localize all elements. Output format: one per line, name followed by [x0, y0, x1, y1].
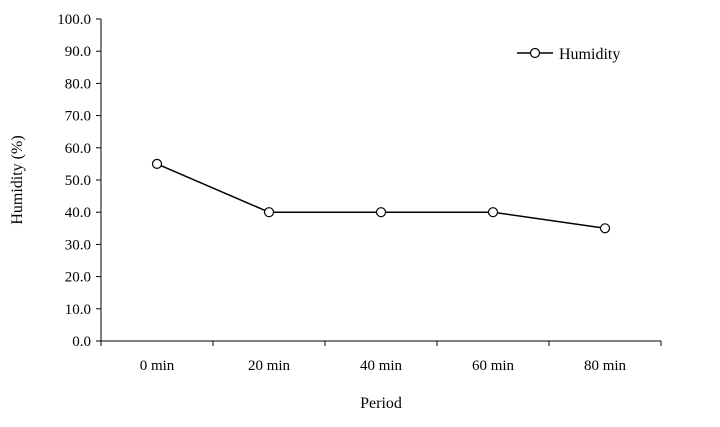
data-point — [487, 207, 499, 218]
x-tick-label: 40 min — [360, 358, 403, 374]
data-point — [151, 158, 163, 169]
x-axis-ticks: 0 min 20 min 40 min 60 min 80 min — [100, 341, 662, 374]
x-axis-title: Period — [360, 395, 402, 412]
y-tick-label: 30.0 — [65, 237, 91, 253]
legend: Humidity — [517, 46, 620, 63]
x-tick-label: 80 min — [584, 358, 627, 374]
y-tick-label: 60.0 — [65, 141, 91, 157]
y-tick-label: 50.0 — [65, 173, 91, 189]
x-tick-label: 20 min — [248, 358, 291, 374]
y-axis-title: Humidity (%) — [9, 135, 26, 224]
y-tick-label: 70.0 — [65, 109, 91, 125]
x-tick-label: 0 min — [140, 358, 175, 374]
y-tick-label: 90.0 — [65, 44, 91, 60]
legend-marker — [529, 47, 541, 59]
y-axis-ticks: 0.0 10.0 20.0 30.0 40.0 50.0 60.0 70.0 80.0 90.0 1… — [57, 12, 101, 350]
data-point — [263, 207, 275, 218]
y-tick-label: 40.0 — [65, 205, 91, 221]
series-group — [151, 158, 611, 234]
y-tick-label: 0.0 — [72, 334, 91, 350]
y-tick-label: 80.0 — [65, 76, 91, 92]
y-tick-label: 20.0 — [65, 270, 91, 286]
legend-label: Humidity — [559, 46, 620, 63]
y-tick-label: 10.0 — [65, 302, 91, 318]
data-point — [599, 223, 611, 234]
y-tick-label: 100.0 — [57, 12, 91, 28]
data-point — [375, 207, 387, 218]
series-line-humidity — [156, 163, 606, 230]
x-tick-label: 60 min — [472, 358, 515, 374]
